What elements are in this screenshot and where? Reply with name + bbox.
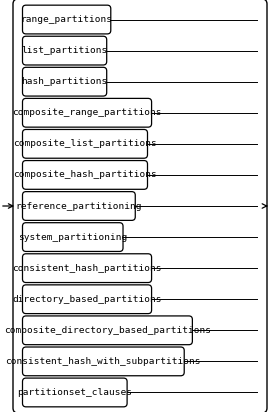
Text: composite_range_partitions: composite_range_partitions <box>12 108 162 117</box>
FancyBboxPatch shape <box>23 285 152 314</box>
Text: directory_based_partitions: directory_based_partitions <box>12 295 162 304</box>
FancyBboxPatch shape <box>23 98 152 127</box>
Text: composite_list_partitions: composite_list_partitions <box>13 139 157 148</box>
Text: range_partitions: range_partitions <box>21 15 113 24</box>
Text: composite_directory_based_partitions: composite_directory_based_partitions <box>4 326 211 335</box>
Text: consistent_hash_with_subpartitions: consistent_hash_with_subpartitions <box>6 357 201 366</box>
FancyBboxPatch shape <box>23 316 192 345</box>
FancyBboxPatch shape <box>23 192 135 220</box>
Text: reference_partitioning: reference_partitioning <box>16 201 142 211</box>
FancyBboxPatch shape <box>23 378 127 407</box>
FancyBboxPatch shape <box>23 347 184 376</box>
Text: hash_partitions: hash_partitions <box>21 77 108 86</box>
FancyBboxPatch shape <box>23 36 107 65</box>
Text: list_partitions: list_partitions <box>21 46 108 55</box>
Text: system_partitioning: system_partitioning <box>18 233 127 241</box>
Text: consistent_hash_partitions: consistent_hash_partitions <box>12 264 162 273</box>
FancyBboxPatch shape <box>23 254 152 283</box>
FancyBboxPatch shape <box>23 161 147 189</box>
FancyBboxPatch shape <box>13 0 267 412</box>
FancyBboxPatch shape <box>23 129 147 158</box>
FancyBboxPatch shape <box>23 223 123 251</box>
Text: composite_hash_partitions: composite_hash_partitions <box>13 171 157 179</box>
FancyBboxPatch shape <box>23 67 107 96</box>
FancyBboxPatch shape <box>23 5 111 34</box>
Text: partitionset_clauses: partitionset_clauses <box>17 388 132 397</box>
